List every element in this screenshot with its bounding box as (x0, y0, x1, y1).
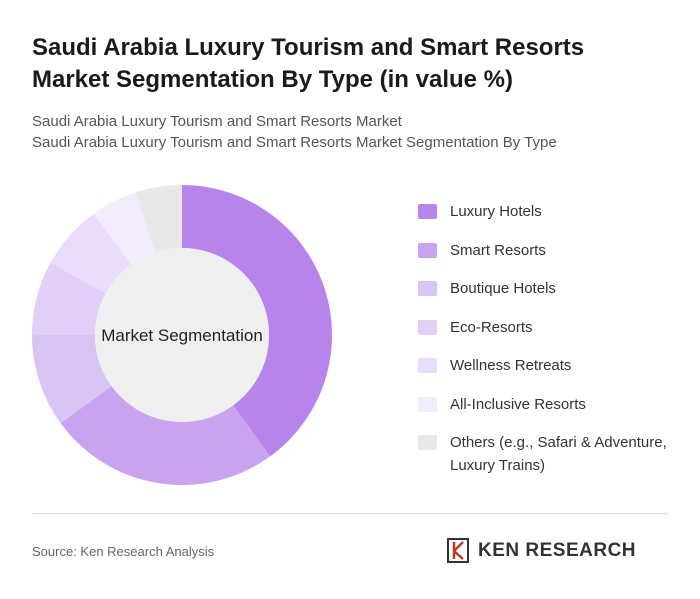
logo (447, 538, 469, 563)
donut-slice (182, 185, 332, 457)
legend-label: Smart Resorts (450, 241, 546, 259)
donut-slice (60, 386, 271, 485)
legend-label: Eco-Resorts (450, 318, 533, 336)
legend-label: Wellness Retreats (450, 357, 572, 374)
legend-item: Others (e.g., Safari & Adventure, Luxury… (418, 430, 678, 474)
legend-swatch (418, 435, 437, 450)
legend-swatch (418, 319, 437, 335)
legend-label: All-Inclusive Resorts (450, 395, 586, 413)
legend: Luxury Hotels Smart Resorts Boutique Hotel… (418, 199, 678, 474)
legend-item: Boutique Hotels (418, 276, 678, 315)
subtitle: Saudi Arabia Luxury Tourism and Smart Re… (32, 134, 557, 151)
donut-hole (95, 248, 269, 422)
legend-swatch (418, 242, 437, 258)
donut-chart: Market Segmentation (32, 185, 332, 485)
legend-swatch (418, 396, 437, 412)
subtitle: Saudi Arabia Luxury Tourism and Smart Re… (32, 113, 402, 130)
donut-slice (135, 185, 182, 253)
legend-item: Wellness Retreats (418, 353, 678, 392)
source: Source: Ken Research Analysis (32, 544, 215, 559)
legend-swatch (418, 204, 437, 219)
donut-slice (50, 213, 131, 294)
legend-label: Luxury Hotels (450, 203, 542, 220)
legend-swatch (418, 358, 437, 373)
divider (32, 513, 668, 514)
legend-label: Others (e.g., Safari & Adventure, Luxury… (450, 434, 667, 474)
donut-slice (32, 335, 112, 424)
brand: KEN RESEARCH (478, 540, 637, 561)
center-label: Market Segmentation (101, 326, 263, 345)
donut-slice (93, 192, 156, 265)
legend-item: All-Inclusive Resorts (418, 392, 678, 431)
legend-swatch (418, 281, 437, 296)
donut-slice (32, 262, 106, 335)
legend-item: Luxury Hotels (418, 199, 678, 238)
legend-item: Eco-Resorts (418, 315, 678, 354)
chart-title: Saudi Arabia Luxury Tourism and Smart Re… (32, 34, 585, 93)
legend-label: Boutique Hotels (450, 280, 556, 297)
legend-item: Smart Resorts (418, 238, 678, 277)
